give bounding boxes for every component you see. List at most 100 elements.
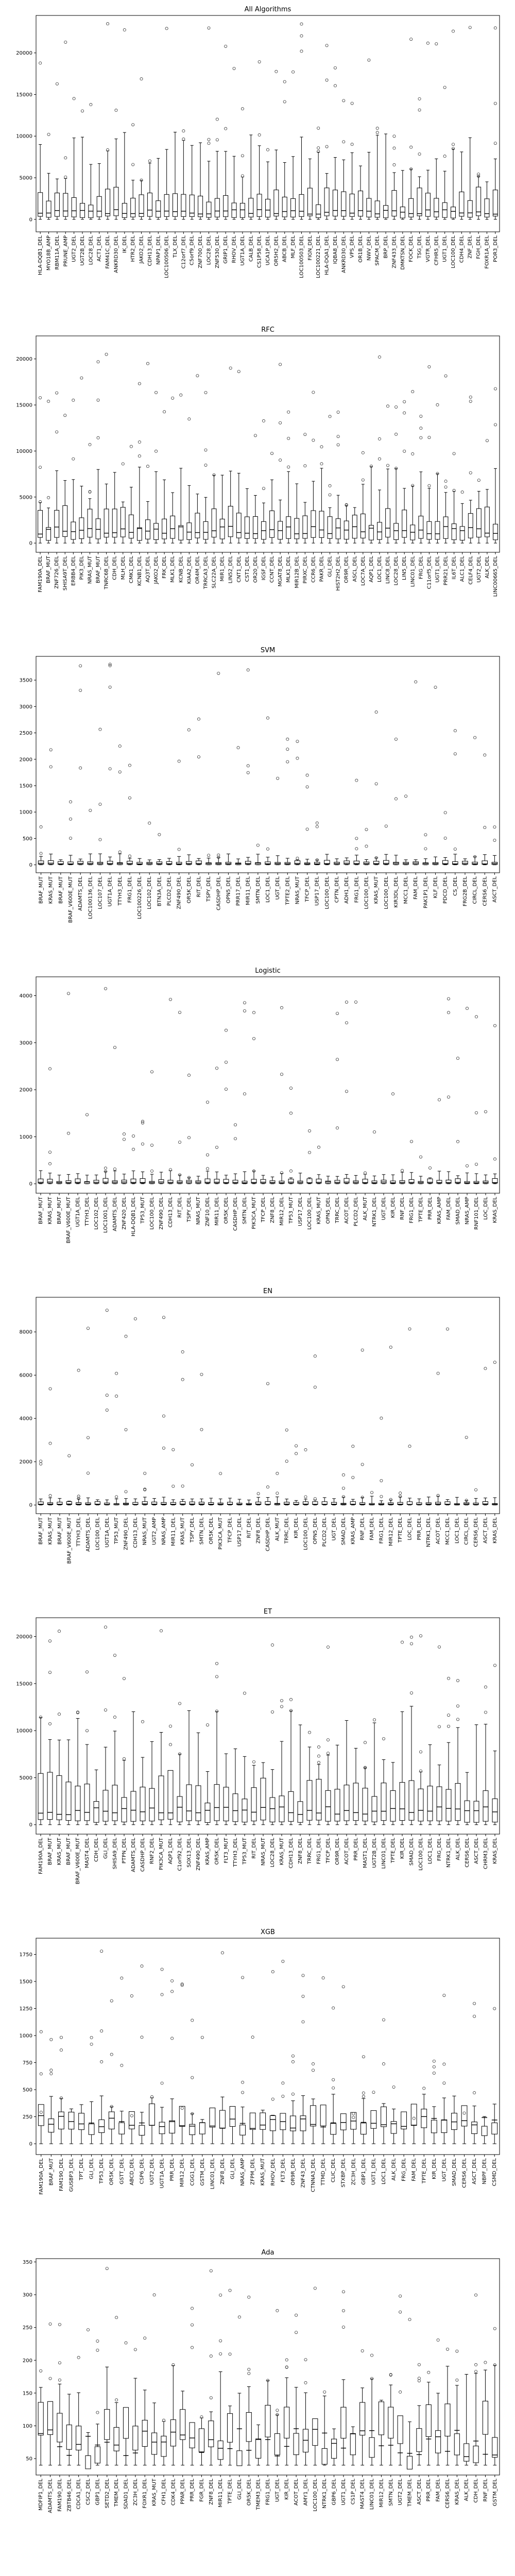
flier — [143, 2336, 147, 2340]
flier — [364, 1741, 367, 1744]
box-23 — [269, 1970, 276, 2144]
flier — [291, 70, 295, 74]
x-tick-label: FAM_DEL — [369, 1517, 375, 1540]
flier — [419, 1750, 423, 1754]
box-body — [417, 188, 422, 216]
box-44 — [472, 736, 478, 866]
flier — [106, 22, 110, 26]
flier — [105, 1394, 109, 1397]
flier — [345, 1090, 349, 1093]
box-body — [88, 2123, 95, 2135]
box-0 — [38, 1716, 44, 1825]
x-tick-label: PRR_DEL — [427, 1197, 433, 1220]
x-tick-label: ASCT_DEL — [417, 2479, 422, 2505]
flier — [150, 1169, 153, 1173]
x-tick-label: FAM_DEL — [436, 2479, 441, 2502]
box-body — [425, 2404, 432, 2437]
box-23 — [228, 366, 233, 544]
flier — [469, 395, 472, 399]
box-2 — [58, 2036, 64, 2144]
flier — [286, 748, 289, 751]
flier — [399, 2294, 402, 2298]
box-30 — [340, 1985, 347, 2144]
y-tick-label: 10000 — [16, 1728, 32, 1734]
flier — [336, 410, 340, 414]
flier — [300, 22, 303, 26]
flier — [300, 34, 303, 38]
box-body — [195, 513, 200, 538]
box-body — [205, 862, 212, 865]
flier — [47, 132, 50, 136]
flier — [466, 1007, 469, 1010]
flier — [424, 833, 427, 837]
x-tick-label: ZNF700_DEL — [198, 235, 203, 268]
flier — [39, 396, 42, 399]
box-40 — [432, 685, 439, 866]
y-tick-label: 200 — [23, 2358, 32, 2364]
box-body — [381, 2106, 387, 2127]
flier — [122, 1676, 126, 1680]
x-tick-label: HIST2H2_DEL — [336, 556, 341, 591]
box-44 — [481, 2116, 488, 2144]
box-35 — [383, 824, 389, 866]
flier — [328, 415, 332, 418]
flier — [204, 448, 208, 452]
flier — [104, 1166, 107, 1170]
flier — [115, 1394, 118, 1398]
x-tick-label: UGT1A_DEL — [75, 1197, 81, 1227]
x-tick-label: LOC1_DEL — [454, 1517, 460, 1544]
flier — [48, 1639, 52, 1643]
flier — [389, 1498, 392, 1501]
flier — [39, 1460, 43, 1463]
box-body — [321, 2448, 328, 2465]
box-26 — [256, 60, 262, 220]
flier — [493, 2007, 496, 2010]
box-body — [260, 1179, 266, 1184]
x-tick-label: MIR11_DEL — [246, 876, 251, 905]
flier — [291, 2054, 295, 2058]
box-38 — [352, 507, 357, 544]
x-tick-label: FRK_DEL — [162, 556, 167, 579]
x-tick-label: OR9R_DEL — [335, 1838, 340, 1865]
flier — [295, 1444, 298, 1448]
y-tick-label: 300 — [23, 2293, 32, 2298]
flier — [96, 2411, 99, 2414]
x-tick-label: KIR_DEL — [294, 1517, 299, 1538]
box-46 — [425, 41, 431, 220]
flier — [48, 2322, 52, 2326]
flier — [410, 1140, 414, 1143]
y-tick-label: 100 — [23, 2424, 32, 2429]
box-body — [390, 2121, 397, 2134]
box-18 — [186, 417, 192, 544]
box-body — [341, 191, 347, 217]
flier — [148, 821, 151, 825]
flier — [224, 1088, 228, 1091]
box-25 — [248, 134, 254, 220]
box-body — [38, 192, 43, 217]
y-tick-label: 0 — [29, 1181, 32, 1187]
flier — [365, 828, 368, 832]
x-tick-label: RIT_DEL — [177, 1197, 183, 1218]
box-40 — [368, 465, 374, 544]
box-39 — [399, 1169, 405, 1184]
flier — [124, 1334, 128, 1338]
flier — [69, 836, 73, 840]
box-1 — [48, 2038, 55, 2144]
flier — [485, 439, 489, 443]
box-22 — [246, 2295, 252, 2466]
box-32 — [334, 1744, 340, 1825]
x-tick-label: NTRK1_DEL — [372, 1197, 377, 1227]
box-body — [269, 1797, 276, 1822]
y-tick-label: 1000 — [20, 2033, 32, 2039]
flier — [411, 390, 415, 394]
x-tick-label: ZNF420_DEL — [122, 1197, 127, 1230]
box-body — [169, 2120, 176, 2133]
flier — [130, 1994, 133, 1998]
x-tick-label: CPTN_DEL — [334, 876, 340, 903]
x-tick-label: KRAS_MUT — [48, 876, 54, 904]
box-body — [223, 195, 229, 217]
box-body — [378, 2401, 384, 2435]
flier — [96, 2348, 99, 2352]
flier — [447, 1095, 451, 1099]
